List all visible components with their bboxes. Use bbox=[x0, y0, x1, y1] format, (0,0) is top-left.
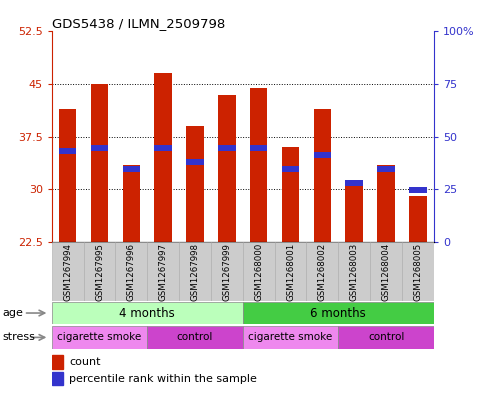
Text: cigarette smoke: cigarette smoke bbox=[248, 332, 333, 342]
Bar bbox=[218, 94, 236, 242]
Text: stress: stress bbox=[2, 332, 35, 342]
Text: control: control bbox=[368, 332, 404, 342]
Text: GSM1267998: GSM1267998 bbox=[190, 242, 200, 301]
Bar bbox=[282, 147, 299, 242]
Text: GSM1267996: GSM1267996 bbox=[127, 242, 136, 301]
Bar bbox=[52, 326, 147, 349]
Bar bbox=[243, 242, 275, 301]
Bar bbox=[275, 242, 307, 301]
Text: control: control bbox=[177, 332, 213, 342]
Text: 4 months: 4 months bbox=[119, 307, 175, 320]
Text: 6 months: 6 months bbox=[311, 307, 366, 320]
Bar bbox=[59, 108, 76, 242]
Bar bbox=[377, 166, 395, 172]
Text: GSM1267995: GSM1267995 bbox=[95, 242, 104, 301]
Text: GSM1268001: GSM1268001 bbox=[286, 242, 295, 301]
Text: count: count bbox=[69, 357, 101, 367]
Bar bbox=[179, 242, 211, 301]
Bar bbox=[250, 145, 268, 151]
Bar bbox=[115, 242, 147, 301]
Bar bbox=[314, 108, 331, 242]
Bar bbox=[154, 73, 172, 242]
Bar bbox=[314, 152, 331, 158]
Bar bbox=[123, 166, 140, 172]
Bar bbox=[370, 242, 402, 301]
Bar bbox=[377, 165, 395, 242]
Bar bbox=[211, 242, 243, 301]
Bar bbox=[243, 302, 434, 324]
Bar bbox=[91, 84, 108, 242]
Text: GSM1267999: GSM1267999 bbox=[222, 242, 231, 301]
Bar bbox=[52, 242, 84, 301]
Bar bbox=[52, 355, 63, 369]
Bar bbox=[59, 149, 76, 154]
Text: GSM1267994: GSM1267994 bbox=[63, 242, 72, 301]
Text: GDS5438 / ILMN_2509798: GDS5438 / ILMN_2509798 bbox=[52, 17, 225, 30]
Bar bbox=[218, 145, 236, 151]
Bar bbox=[243, 326, 338, 349]
Bar bbox=[307, 242, 338, 301]
Bar bbox=[186, 126, 204, 242]
Bar bbox=[402, 242, 434, 301]
Bar bbox=[84, 242, 115, 301]
Bar bbox=[186, 159, 204, 165]
Bar bbox=[346, 182, 363, 242]
Bar bbox=[409, 196, 426, 242]
Bar bbox=[338, 326, 434, 349]
Text: GSM1268000: GSM1268000 bbox=[254, 242, 263, 301]
Text: cigarette smoke: cigarette smoke bbox=[57, 332, 141, 342]
Text: GSM1267997: GSM1267997 bbox=[159, 242, 168, 301]
Bar bbox=[147, 326, 243, 349]
Bar bbox=[123, 165, 140, 242]
Bar bbox=[250, 88, 268, 242]
Text: GSM1268002: GSM1268002 bbox=[318, 242, 327, 301]
Text: GSM1268005: GSM1268005 bbox=[414, 242, 423, 301]
Text: GSM1268003: GSM1268003 bbox=[350, 242, 359, 301]
Bar bbox=[282, 166, 299, 172]
Text: age: age bbox=[2, 308, 23, 318]
Bar bbox=[346, 180, 363, 185]
Text: percentile rank within the sample: percentile rank within the sample bbox=[69, 374, 257, 384]
Bar bbox=[52, 372, 63, 385]
Bar bbox=[338, 242, 370, 301]
Bar bbox=[409, 187, 426, 193]
Text: GSM1268004: GSM1268004 bbox=[382, 242, 390, 301]
Bar bbox=[91, 145, 108, 151]
Bar bbox=[147, 242, 179, 301]
Bar bbox=[154, 145, 172, 151]
Bar bbox=[52, 302, 243, 324]
